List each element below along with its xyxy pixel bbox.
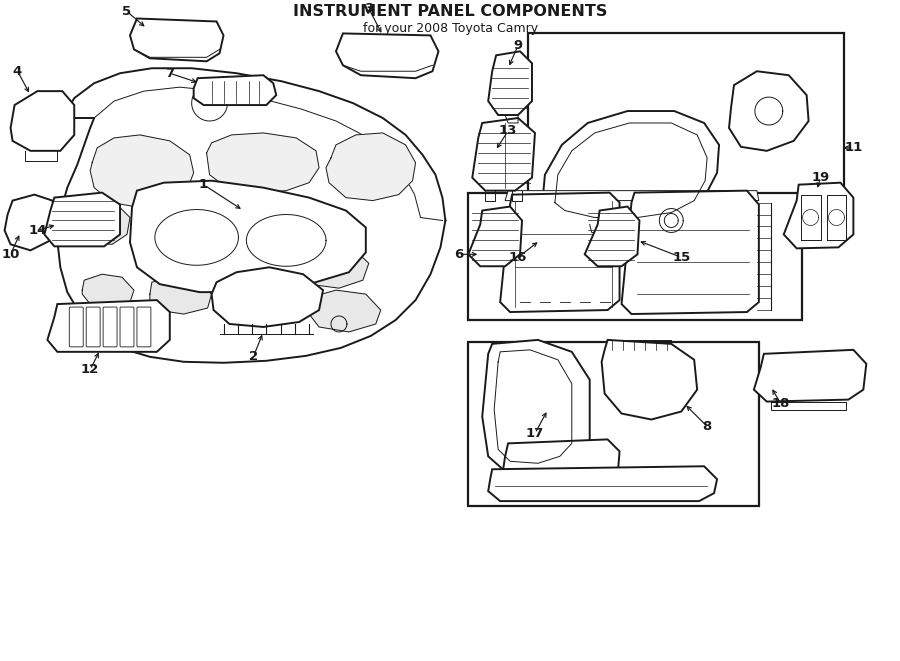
Polygon shape xyxy=(207,133,319,192)
Text: 12: 12 xyxy=(81,364,99,376)
Polygon shape xyxy=(482,340,590,473)
FancyBboxPatch shape xyxy=(104,307,117,347)
Polygon shape xyxy=(542,111,719,223)
Polygon shape xyxy=(130,19,223,61)
Polygon shape xyxy=(130,180,365,292)
Polygon shape xyxy=(601,340,698,420)
Text: 14: 14 xyxy=(28,224,47,237)
Text: 1: 1 xyxy=(199,178,208,191)
FancyBboxPatch shape xyxy=(120,307,134,347)
Text: 11: 11 xyxy=(844,141,862,155)
Polygon shape xyxy=(44,192,120,247)
Polygon shape xyxy=(309,290,381,332)
Polygon shape xyxy=(227,282,296,322)
Text: 8: 8 xyxy=(703,420,712,433)
Polygon shape xyxy=(144,235,203,272)
Text: 9: 9 xyxy=(514,39,523,52)
Polygon shape xyxy=(326,133,416,200)
FancyBboxPatch shape xyxy=(69,307,83,347)
Polygon shape xyxy=(784,182,853,249)
Polygon shape xyxy=(4,194,58,251)
Text: 19: 19 xyxy=(812,171,830,184)
Polygon shape xyxy=(754,350,867,402)
Polygon shape xyxy=(488,466,717,501)
Polygon shape xyxy=(212,267,323,327)
FancyBboxPatch shape xyxy=(137,307,151,347)
Polygon shape xyxy=(58,68,446,363)
Text: 13: 13 xyxy=(499,124,517,137)
Polygon shape xyxy=(585,206,639,266)
Polygon shape xyxy=(472,118,535,190)
Bar xyxy=(468,342,759,506)
Text: 7: 7 xyxy=(166,67,175,80)
Bar xyxy=(468,192,802,320)
Polygon shape xyxy=(77,202,130,245)
Text: 2: 2 xyxy=(248,350,258,364)
Polygon shape xyxy=(150,276,212,314)
Polygon shape xyxy=(11,91,75,151)
Text: for your 2008 Toyota Camry: for your 2008 Toyota Camry xyxy=(363,22,538,35)
Polygon shape xyxy=(82,274,134,308)
Text: 10: 10 xyxy=(2,248,20,261)
Polygon shape xyxy=(194,75,276,105)
Text: 6: 6 xyxy=(454,248,463,261)
Polygon shape xyxy=(505,190,759,200)
Text: 5: 5 xyxy=(122,5,131,18)
Text: 3: 3 xyxy=(364,2,373,15)
FancyBboxPatch shape xyxy=(86,307,100,347)
Text: 17: 17 xyxy=(526,427,544,440)
Polygon shape xyxy=(488,52,532,115)
Polygon shape xyxy=(217,239,284,280)
Polygon shape xyxy=(48,300,170,352)
Text: 16: 16 xyxy=(508,251,527,264)
Text: INSTRUMENT PANEL COMPONENTS: INSTRUMENT PANEL COMPONENTS xyxy=(293,4,608,19)
Text: 4: 4 xyxy=(13,65,22,78)
Bar xyxy=(528,34,844,235)
Polygon shape xyxy=(468,206,522,266)
Polygon shape xyxy=(336,34,438,78)
Text: 15: 15 xyxy=(672,251,690,264)
Polygon shape xyxy=(622,190,759,314)
Polygon shape xyxy=(729,71,808,151)
Text: 18: 18 xyxy=(771,397,790,410)
Polygon shape xyxy=(502,440,619,486)
Polygon shape xyxy=(296,245,369,288)
Polygon shape xyxy=(500,192,619,312)
Polygon shape xyxy=(90,135,194,208)
